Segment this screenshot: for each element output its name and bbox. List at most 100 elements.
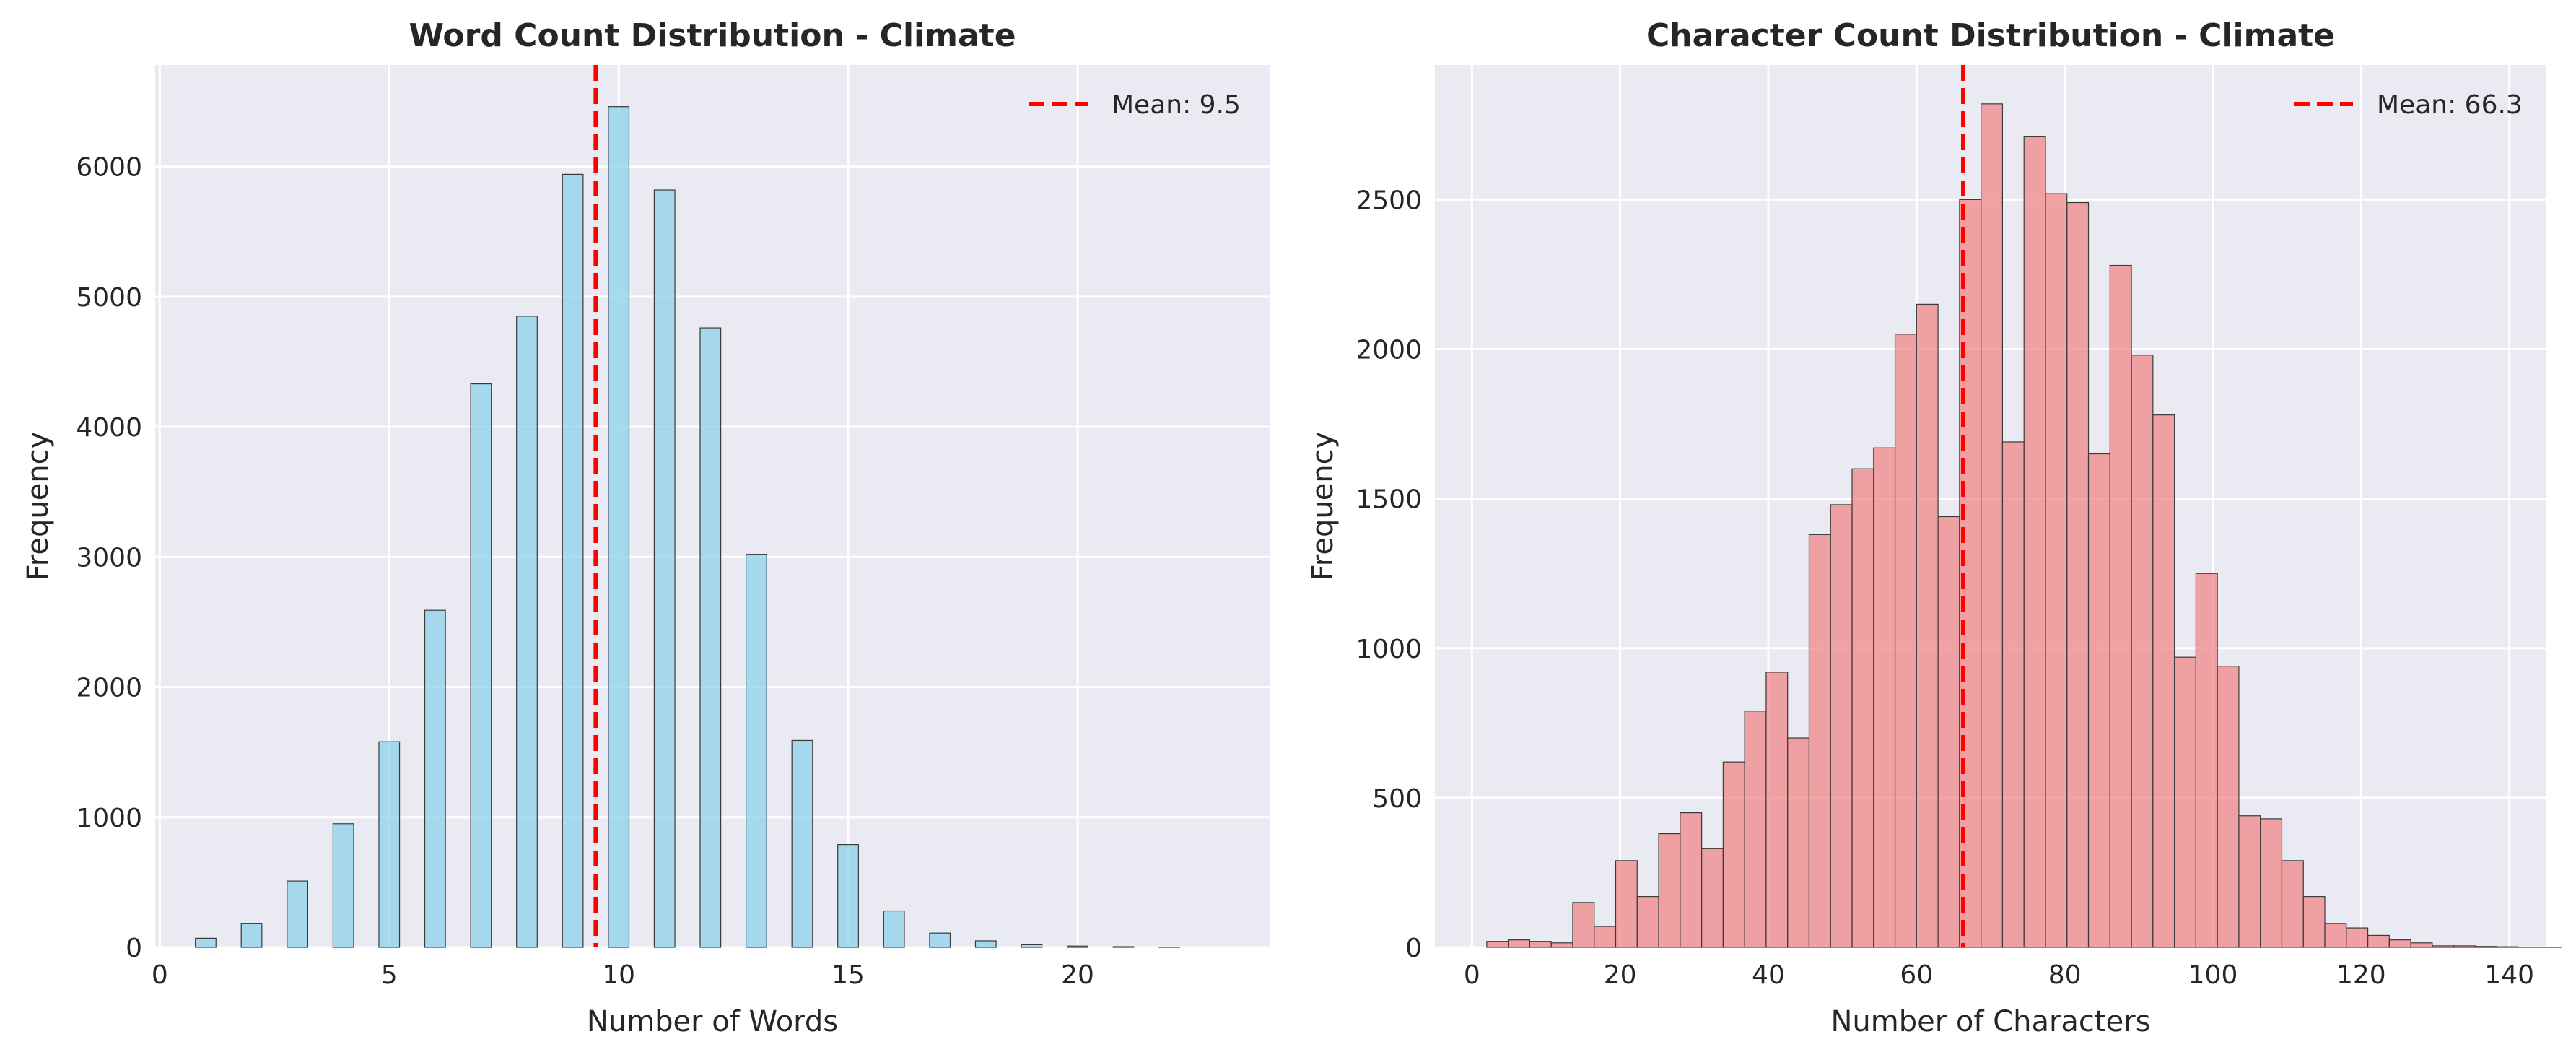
word-count-bar <box>470 383 492 948</box>
character-count-bar <box>2281 860 2304 948</box>
character-count-bar <box>1615 860 1638 948</box>
character-count-y-tick-label: 0 <box>1405 934 1422 963</box>
character-count-y-ticks: 0 500 1000 1500 2000 2500 <box>1355 186 1422 963</box>
word-count-bar <box>745 554 767 948</box>
character-count-y-tick-label: 2500 <box>1355 186 1422 215</box>
word-count-y-tick-label: 0 <box>126 934 142 963</box>
character-count-y-tick-label: 1000 <box>1355 635 1422 664</box>
character-count-bar <box>2302 895 2326 948</box>
word-count-y-tick-label: 2000 <box>76 674 142 703</box>
character-count-bar <box>1744 711 1767 948</box>
character-count-legend: Mean: 66.3 <box>2294 90 2523 120</box>
word-count-y-tick-label: 1000 <box>76 804 142 833</box>
character-count-x-tick-label: 0 <box>1464 960 1480 990</box>
word-count-y-tick-label: 4000 <box>76 413 142 443</box>
character-count-legend-label: Mean: 66.3 <box>2377 90 2523 120</box>
word-count-panel: 0 5 10 15 20 0 1000 2000 3000 4000 5000 6000 Word … <box>22 17 1270 1038</box>
character-count-bar <box>2453 945 2476 948</box>
character-count-bar <box>1658 833 1681 948</box>
word-count-bar <box>516 316 538 948</box>
character-count-bar <box>2260 818 2283 948</box>
word-count-bar <box>240 923 263 948</box>
character-count-bar <box>2432 945 2455 948</box>
character-count-x-tick-label: 80 <box>2048 960 2082 990</box>
character-count-bar <box>2131 355 2154 948</box>
word-count-bar <box>699 327 722 948</box>
character-count-y-label: Frequency <box>1306 432 1340 581</box>
word-count-bar <box>195 937 217 948</box>
character-count-bar <box>1937 516 1960 948</box>
word-count-bar <box>332 823 354 948</box>
word-count-legend: Mean: 9.5 <box>1029 90 1241 120</box>
character-count-y-tick-label: 500 <box>1372 784 1422 814</box>
word-count-bar <box>837 844 859 948</box>
character-count-bar <box>2367 934 2390 948</box>
word-count-bar <box>608 106 630 948</box>
character-count-bar <box>2066 201 2090 948</box>
character-count-bar <box>1701 848 1724 948</box>
word-count-bar <box>424 609 446 948</box>
word-count-bar <box>378 741 401 948</box>
character-count-title: Character Count Distribution - Climate <box>1646 17 2335 54</box>
word-count-y-tick-label: 6000 <box>76 153 142 183</box>
character-count-x-tick-label: 20 <box>1604 960 1637 990</box>
character-count-bar <box>2346 927 2369 948</box>
character-count-bar <box>1830 504 1853 948</box>
word-count-x-label: Number of Words <box>587 1005 838 1038</box>
character-count-x-label: Number of Characters <box>1831 1005 2151 1038</box>
character-count-bar <box>1808 534 1831 948</box>
word-count-legend-label: Mean: 9.5 <box>1112 90 1241 120</box>
word-count-bar <box>974 940 997 948</box>
character-count-x-tick-label: 40 <box>1752 960 1785 990</box>
word-count-bar <box>287 880 309 948</box>
word-count-bar <box>929 932 951 948</box>
word-count-x-tick-label: 20 <box>1061 960 1094 990</box>
word-count-bar <box>653 189 676 948</box>
character-count-bar <box>2023 136 2046 948</box>
character-count-bars <box>1486 103 2562 948</box>
word-count-y-tick-label: 5000 <box>76 283 142 313</box>
character-count-bar <box>2324 923 2347 948</box>
character-count-y-tick-label: 1500 <box>1355 485 1422 515</box>
word-count-x-tick-label: 15 <box>831 960 865 990</box>
word-count-x-ticks: 0 5 10 15 20 <box>152 960 1094 990</box>
word-count-y-tick-label: 3000 <box>76 543 142 573</box>
character-count-bar <box>2109 264 2132 948</box>
character-count-bar <box>1529 941 1552 948</box>
character-count-bar <box>2174 656 2196 948</box>
character-count-bar <box>2087 453 2110 948</box>
character-count-bar <box>2045 193 2068 948</box>
character-count-x-ticks: 0 20 40 60 80 100 120 140 <box>1464 960 2534 990</box>
character-count-bar <box>2001 441 2025 948</box>
character-count-bar <box>1550 942 1573 948</box>
character-count-bar <box>2217 666 2240 948</box>
word-count-y-label: Frequency <box>22 432 55 581</box>
character-count-bar <box>1594 926 1617 948</box>
word-count-x-tick-label: 10 <box>602 960 635 990</box>
character-count-y-tick-label: 2000 <box>1355 336 1422 365</box>
character-count-bar <box>1981 103 2004 948</box>
character-count-panel: 0 20 40 60 80 100 120 140 05001000150020002500 … <box>1306 17 2562 1038</box>
word-count-bars <box>195 106 1181 948</box>
character-count-bar <box>1894 334 1917 948</box>
word-count-y-ticks: 0 1000 2000 3000 4000 5000 6000 <box>76 153 142 963</box>
character-count-x-tick-label: 140 <box>2484 960 2534 990</box>
character-count-bar <box>1873 447 1896 948</box>
character-count-bar <box>2388 939 2411 948</box>
character-count-x-tick-label: 100 <box>2188 960 2238 990</box>
word-count-bar <box>883 910 905 948</box>
character-count-bar <box>2238 815 2261 948</box>
character-count-x-tick-label: 120 <box>2336 960 2386 990</box>
character-count-bar <box>1680 812 1703 948</box>
character-count-bar <box>1851 468 1874 948</box>
character-count-bar <box>1572 902 1595 948</box>
character-count-bar <box>1787 737 1810 948</box>
character-count-bar <box>1765 672 1789 948</box>
word-count-bar <box>562 173 584 948</box>
character-count-bar <box>2195 573 2218 948</box>
character-count-bar <box>1916 303 1939 948</box>
character-count-bar <box>1486 941 1509 948</box>
character-count-x-tick-label: 60 <box>1900 960 1933 990</box>
word-count-title: Word Count Distribution - Climate <box>409 17 1016 54</box>
